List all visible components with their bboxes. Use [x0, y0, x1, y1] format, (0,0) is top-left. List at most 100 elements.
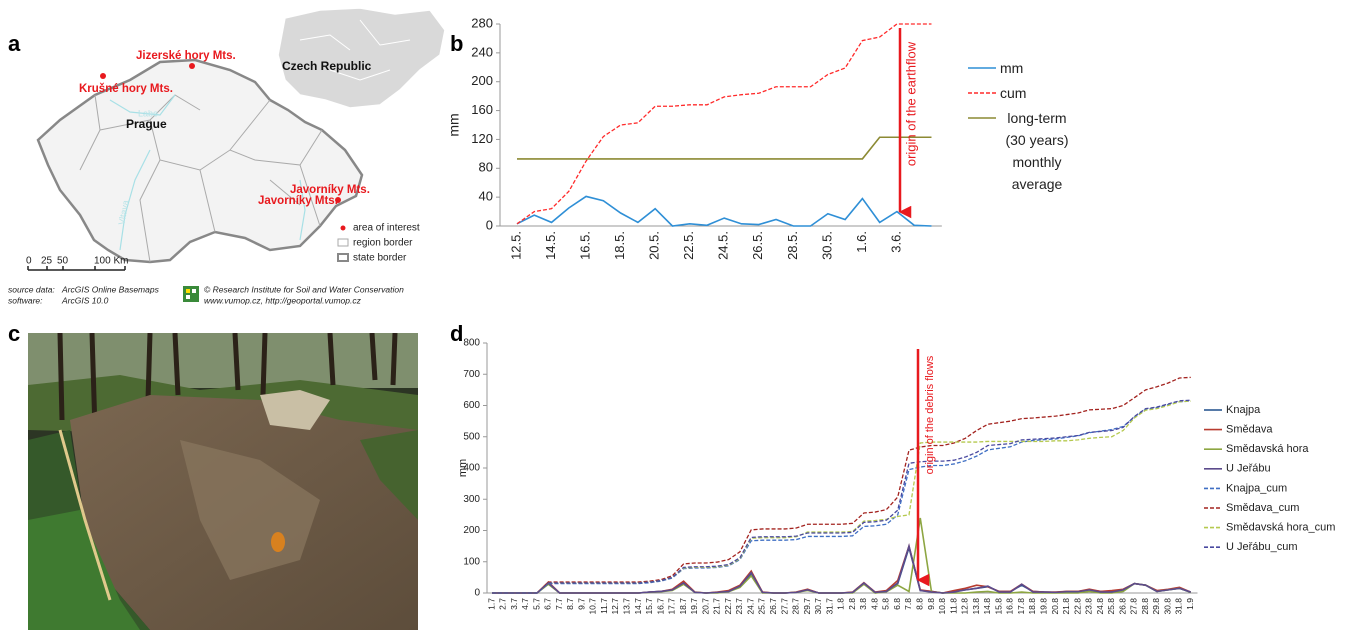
- series-line: [492, 543, 1191, 594]
- series-line: [492, 543, 1192, 594]
- x-tick-label: 3.8: [858, 598, 868, 610]
- x-tick-label: 23.7: [734, 598, 744, 615]
- x-tick-label: 28.8: [1140, 598, 1150, 615]
- y-tick-label: 200: [471, 73, 493, 88]
- region-borders: [79, 94, 323, 263]
- x-tick-label: 10.7: [588, 598, 598, 615]
- legend-label: Knajpa: [1226, 404, 1261, 416]
- place-label: Javorníky Mts.: [258, 195, 338, 207]
- y-tick-label: 800: [463, 338, 480, 349]
- x-tick-label: 12.5.: [508, 231, 523, 260]
- series-line: [492, 376, 1191, 594]
- photo: [28, 333, 418, 630]
- x-tick-label: 26.7: [768, 598, 778, 615]
- logo: [192, 289, 196, 293]
- y-tick-label: 300: [463, 494, 480, 505]
- x-tick-label: 17.7: [667, 598, 677, 615]
- x-tick-label: 5.8: [881, 598, 891, 610]
- y-tick-label: 100: [463, 556, 480, 567]
- legend-box: [337, 253, 349, 262]
- x-tick-label: 30.7: [813, 598, 823, 615]
- x-tick-label: 3.7: [509, 598, 519, 610]
- series-line: [492, 399, 1191, 594]
- x-tick-label: 1.6.: [854, 231, 869, 253]
- legend-label: long-term (30 years) monthly average: [1005, 110, 1069, 192]
- legend-label: state border: [353, 253, 407, 264]
- x-tick-label: 30.8: [1162, 598, 1172, 615]
- logo: [186, 295, 190, 299]
- x-tick-label: 22.7: [723, 598, 733, 615]
- x-tick-label: 25.8: [1106, 598, 1116, 615]
- site-dot: [189, 63, 195, 69]
- x-tick-label: 24.5.: [716, 231, 731, 260]
- source-key: source data:: [8, 284, 55, 294]
- y-tick-label: 400: [463, 463, 480, 474]
- credit: www.vumop.cz, http://geoportal.vumop.cz: [204, 295, 362, 305]
- x-tick-label: 22.5.: [681, 231, 696, 260]
- scale-label: 50: [57, 256, 69, 267]
- x-tick-label: 31.7: [824, 598, 834, 615]
- x-tick-label: 8.8: [915, 598, 925, 610]
- y-tick-label: 700: [463, 369, 480, 380]
- x-tick-label: 28.5.: [785, 231, 800, 260]
- map: Labe Vltava Jizerské hory Mts. Krušné ho…: [8, 7, 446, 305]
- x-tick-label: 12.8: [960, 598, 970, 615]
- y-tick-label: 200: [463, 525, 480, 536]
- x-tick-label: 2.7: [498, 598, 508, 610]
- x-tick-label: 15.8: [993, 598, 1003, 615]
- x-tick-label: 21.7: [712, 598, 722, 615]
- x-tick-label: 4.8: [869, 598, 879, 610]
- x-tick-label: 27.7: [779, 598, 789, 615]
- series-line: [492, 544, 1192, 594]
- x-tick-label: 11.8: [948, 598, 958, 614]
- legend-box: long-term (30 years) monthly average: [1005, 110, 1069, 192]
- x-tick-label: 7.8: [903, 598, 913, 610]
- x-tick-label: 20.7: [700, 598, 710, 615]
- series-line: [492, 400, 1191, 594]
- x-tick-label: 24.8: [1095, 598, 1105, 615]
- x-tick-label: 27.8: [1129, 598, 1139, 615]
- legend-label: region border: [353, 238, 413, 249]
- x-tick-label: 14.7: [633, 598, 643, 615]
- rivers: [109, 94, 306, 251]
- x-tick-label: 16.5.: [578, 231, 593, 260]
- x-tick-label: 24.7: [745, 598, 755, 615]
- x-tick-label: 12.7: [610, 598, 620, 615]
- x-tick-label: 5.7: [531, 598, 541, 610]
- legend-label: cum: [1000, 85, 1027, 101]
- river-label: Vltava: [116, 199, 130, 225]
- x-tick-label: 15.7: [644, 598, 654, 615]
- source-value: ArcGIS 10.0: [61, 295, 109, 305]
- x-tick-label: 29.7: [802, 598, 812, 615]
- y-tick-label: 0: [486, 217, 493, 232]
- y-tick-label: 160: [471, 102, 493, 117]
- x-tick-label: 10.8: [937, 598, 947, 615]
- y-tick-label: 240: [471, 44, 493, 59]
- y-axis-label: mm: [446, 113, 462, 136]
- x-tick-label: 26.5.: [750, 231, 765, 260]
- x-tick-label: 13.7: [621, 598, 631, 615]
- x-tick-label: 11.7: [599, 598, 609, 614]
- river-label: Labe: [138, 108, 158, 118]
- x-tick-label: 9.8: [926, 598, 936, 610]
- logo: [183, 286, 199, 302]
- y-tick-label: 80: [479, 160, 493, 175]
- x-tick-label: 14.5.: [543, 231, 558, 260]
- x-tick-label: 9.7: [576, 598, 586, 610]
- x-tick-label: 31.8: [1174, 598, 1184, 615]
- scale-label: 0: [26, 256, 32, 267]
- x-tick-label: 1.8: [836, 598, 846, 610]
- x-tick-label: 1.7: [486, 598, 496, 610]
- x-tick-label: 21.8: [1061, 598, 1071, 615]
- legend-label: Knajpa_cum: [1226, 482, 1287, 494]
- place-label: Javorníky Mts.: [290, 184, 370, 196]
- y-tick-label: 500: [463, 431, 480, 442]
- legend-label: Smědava_cum: [1226, 502, 1299, 514]
- x-tick-label: 16.8: [1005, 598, 1015, 615]
- legend-box: [337, 238, 349, 247]
- x-tick-label: 8.7: [565, 598, 575, 610]
- country-label: Czech Republic: [282, 59, 372, 73]
- capital-label: Prague: [126, 117, 167, 131]
- x-tick-label: 20.5.: [647, 231, 662, 260]
- source-value: ArcGIS Online Basemaps: [61, 284, 160, 294]
